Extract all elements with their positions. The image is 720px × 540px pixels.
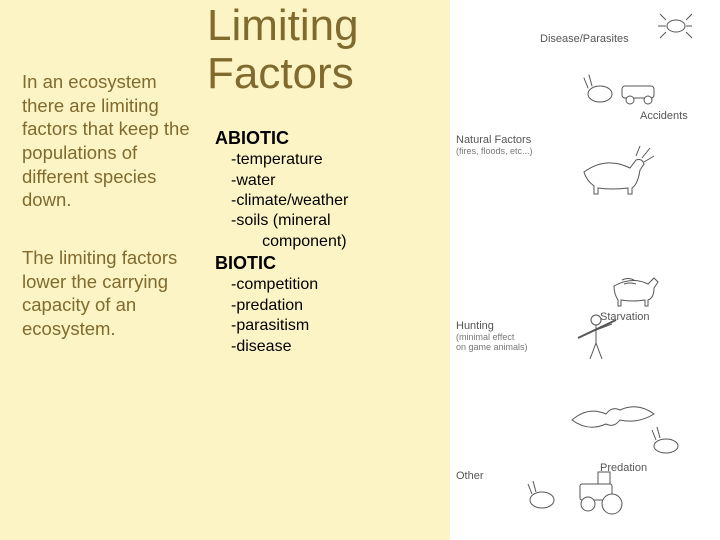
caption-other: Other (456, 470, 484, 482)
thin-deer-icon (600, 250, 670, 308)
biotic-items: -competition -predation -parasitism -dis… (215, 275, 450, 357)
moose-icon (566, 128, 656, 198)
factor-natural: Natural Factors (fires, floods, etc...) (456, 134, 533, 156)
biotic-item: -disease (231, 337, 450, 357)
diagram-column: Disease/Parasites (450, 0, 720, 540)
caption-disease: Disease/Parasites (540, 33, 629, 45)
caption-natural: Natural Factors (456, 134, 531, 146)
abiotic-item: -soils (mineral (231, 211, 450, 231)
caption-hunting-sub: (minimal effect on game animals) (456, 332, 528, 352)
slide-title: Limiting Factors (195, 2, 450, 97)
paragraph-2: The limiting factors lower the carrying … (22, 246, 195, 341)
abiotic-heading: ABIOTIC (215, 127, 450, 150)
abiotic-item: -temperature (231, 150, 450, 170)
left-column: In an ecosystem there are limiting facto… (0, 0, 195, 540)
factor-hunting: Hunting (minimal effect on game animals) (456, 320, 528, 352)
abiotic-item: component) (231, 232, 450, 252)
hunter-icon (566, 306, 636, 366)
factor-disease: Disease/Parasites (540, 6, 692, 45)
caption-hunting: Hunting (456, 320, 494, 332)
biotic-heading: BIOTIC (215, 252, 450, 275)
rabbit-car-icon (580, 64, 670, 110)
caption-natural-sub: (fires, floods, etc...) (456, 146, 533, 156)
caption-accidents: Accidents (640, 110, 688, 122)
middle-column: Limiting Factors ABIOTIC -temperature -w… (195, 0, 450, 540)
abiotic-item: -climate/weather (231, 191, 450, 211)
tractor-icon (516, 460, 636, 520)
slide: In an ecosystem there are limiting facto… (0, 0, 720, 540)
tick-icon (632, 6, 692, 42)
abiotic-item: -water (231, 171, 450, 191)
abiotic-items: -temperature -water -climate/weather -so… (215, 150, 450, 252)
biotic-item: -predation (231, 296, 450, 316)
factor-predation: Predation (562, 400, 692, 465)
biotic-item: -parasitism (231, 316, 450, 336)
factors-list: ABIOTIC -temperature -water -climate/wea… (195, 127, 450, 357)
factor-other: Other (456, 470, 484, 482)
biotic-item: -competition (231, 275, 450, 295)
factor-accidents: Accidents (580, 64, 670, 113)
eagle-rabbit-icon (562, 400, 692, 462)
paragraph-1: In an ecosystem there are limiting facto… (22, 70, 195, 212)
